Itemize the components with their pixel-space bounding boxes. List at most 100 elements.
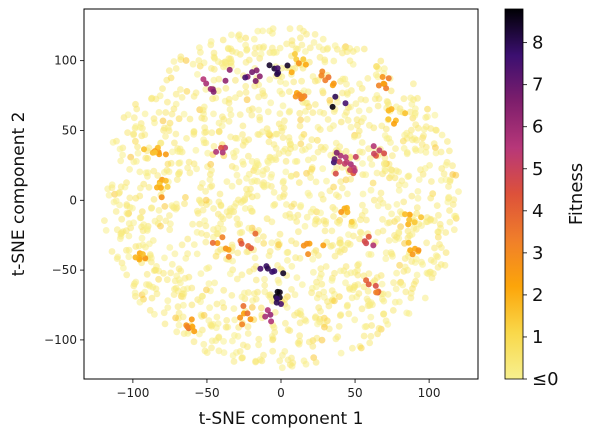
scatter-point [312,359,320,366]
scatter-point [413,271,421,279]
scatter-point [399,281,407,289]
scatter-point [362,96,369,104]
x-tick-label: 100 [418,386,441,400]
scatter-point [329,242,336,249]
scatter-point [254,236,262,244]
scatter-point [155,109,163,116]
scatter-point [146,251,154,258]
scatter-point [380,80,387,87]
x-axis-label: t-SNE component 1 [199,409,364,429]
scatter-point [419,261,426,268]
scatter-point [354,121,361,129]
scatter-point [136,192,144,200]
scatter-point [311,31,319,38]
scatter-point [142,154,150,162]
scatter-point [361,238,368,245]
scatter-point [162,133,169,140]
scatter-point [411,145,419,153]
scatter-point [297,34,304,42]
scatter-point [170,291,178,298]
scatter-point [366,155,374,162]
scatter-point [190,338,198,346]
colorbar-tick-label: 7 [532,75,543,96]
scatter-point [441,261,449,269]
scatter-point [234,67,241,75]
scatter-point [279,351,286,359]
scatter-point [190,241,198,249]
scatter-point [368,161,376,168]
scatter-point [230,305,238,312]
scatter-point [228,182,236,190]
scatter-point [124,210,132,218]
scatter-point [295,60,302,67]
scatter-point [338,184,346,192]
scatter-point [298,281,306,288]
scatter-point [294,309,301,317]
scatter-point [379,170,386,178]
scatter-point [131,289,139,297]
scatter-point [301,222,309,230]
scatter-point [182,57,190,64]
scatter-point [320,109,328,117]
scatter-point [323,177,330,185]
scatter-point [164,297,172,305]
scatter-point [145,144,153,152]
scatter-point [161,254,168,262]
scatter-point [294,45,301,53]
scatter-point [232,94,239,101]
scatter-point [366,339,374,347]
scatter-point [319,195,327,203]
scatter-point [239,141,247,149]
scatter-point [200,103,208,111]
scatter-point [313,334,321,342]
scatter-point [402,288,410,296]
scatter-point [214,320,222,327]
scatter-point [176,159,184,167]
scatter-point [442,249,450,256]
scatter-point [255,341,262,349]
scatter-point [217,213,225,221]
scatter-point [159,85,166,92]
scatter-point [243,248,251,256]
scatter-point [431,217,438,225]
scatter-point [311,77,319,85]
scatter-point [251,254,259,262]
scatter-point [331,252,339,260]
scatter-point [445,183,452,190]
scatter-point [305,338,313,346]
scatter-point [413,204,421,212]
scatter-point [162,151,169,158]
scatter-point [353,116,361,124]
scatter-point [184,250,192,258]
scatter-point [426,268,434,276]
scatter-point [119,151,126,159]
scatter-point [210,76,218,84]
scatter-point [421,165,429,172]
scatter-point [141,110,149,118]
scatter-point [432,149,440,157]
scatter-point [132,243,140,250]
scatter-point [286,107,294,115]
scatter-point [105,191,113,199]
scatter-point [266,76,274,83]
scatter-point [225,253,232,260]
scatter-point [314,148,322,156]
scatter-point [305,143,313,150]
scatter-point [370,143,377,150]
scatter-point [381,150,388,157]
scatter-point [293,171,300,178]
scatter-point [213,300,221,308]
scatter-point [282,319,289,327]
scatter-point [250,35,258,43]
scatter-point [438,131,446,139]
scatter-point [359,190,367,198]
scatter-point [164,160,172,168]
scatter-point [249,105,256,113]
scatter-point [170,58,178,65]
scatter-point [168,260,176,268]
scatter-point [288,69,295,76]
scatter-point [248,207,256,215]
scatter-point [263,215,271,223]
scatter-point [205,317,213,324]
scatter-points [101,24,462,372]
